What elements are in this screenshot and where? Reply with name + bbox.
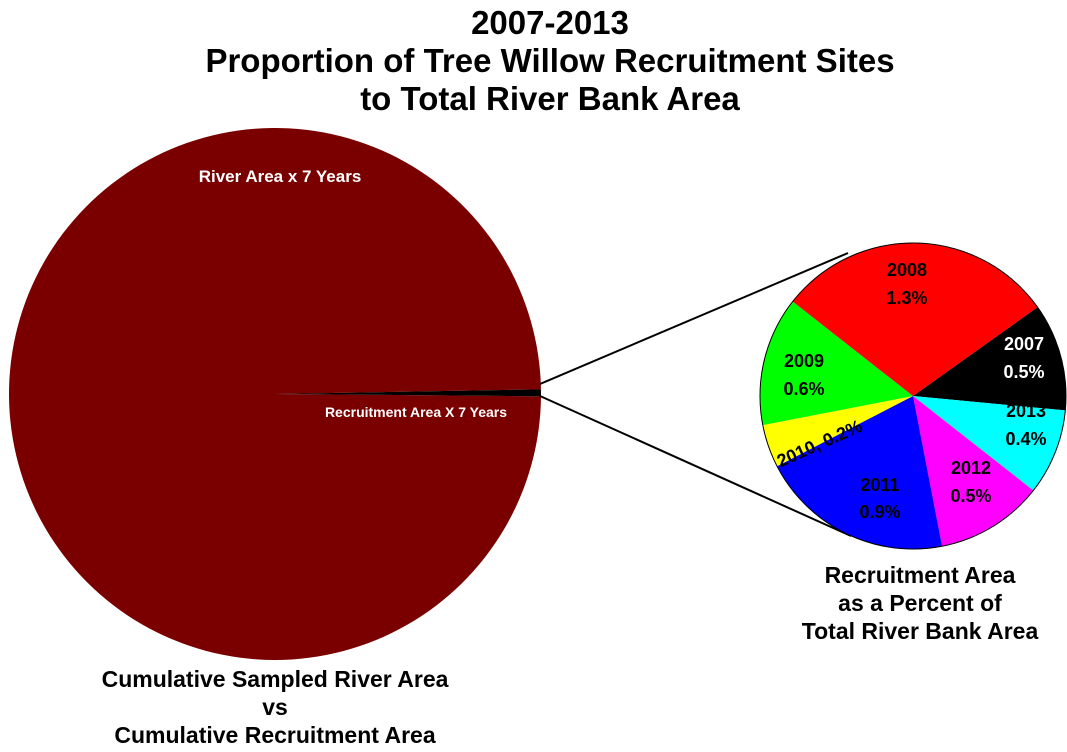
small-pie-label-value-2011: 0.9% (859, 502, 900, 522)
connector-line-lower (539, 395, 852, 537)
small-pie-slice-2012 (913, 396, 1034, 547)
small-pie-slice-2013 (913, 396, 1066, 491)
connector-line-upper (539, 252, 849, 385)
chart-title-line-2: Proportion of Tree Willow Recruitment Si… (205, 42, 895, 79)
small-pie-outline (759, 242, 1067, 550)
small-pie-label-year-2008: 2008 (887, 260, 927, 280)
small-pie-label-year-2009: 2009 (784, 351, 824, 371)
big-pie-slice-river-area (9, 127, 541, 660)
big-pie-caption-line-1: Cumulative Sampled River Area (101, 666, 449, 692)
small-pie-slice-2011 (777, 396, 943, 549)
small-pie-label-year-2011: 2011 (860, 475, 899, 495)
small-pie-slice-2010 (762, 396, 913, 467)
small-pie-slice-2007 (913, 307, 1067, 411)
big-pie-slice-recruitment-area (275, 389, 542, 397)
small-pie-label-year-2013: 2013 (1006, 401, 1046, 421)
small-pie-label-value-2008: 1.3% (886, 288, 927, 308)
small-pie-label-value-2012: 0.5% (950, 486, 991, 506)
small-pie-slice-2009 (760, 301, 913, 426)
small-pie-slice-2008 (792, 243, 1038, 396)
small-pie-label-year-2012: 2012 (951, 458, 991, 478)
small-pie-caption-line-3: Total River Bank Area (801, 618, 1039, 644)
small-pie-label-value-2013: 0.4% (1005, 429, 1046, 449)
big-pie-caption: Cumulative Sampled River Area vs Cumulat… (40, 665, 510, 749)
big-pie-caption-line-2: vs (262, 694, 288, 720)
small-pie-caption-line-1: Recruitment Area (824, 562, 1016, 588)
chart-title-line-3: to Total River Bank Area (360, 80, 740, 117)
small-pie-label-value-2009: 0.6% (783, 379, 824, 399)
small-pie-label-year-2007: 2007 (1004, 334, 1044, 354)
small-pie-label-value-2007: 0.5% (1003, 362, 1044, 382)
small-pie-caption-line-2: as a Percent of (838, 590, 1002, 616)
big-pie-label-recruitment-area: Recruitment Area X 7 Years (325, 404, 507, 420)
big-pie-caption-line-3: Cumulative Recruitment Area (114, 722, 436, 748)
chart-title-line-1: 2007-2013 (471, 4, 629, 41)
big-pie-label-river-area: River Area x 7 Years (199, 167, 362, 186)
small-pie-caption: Recruitment Area as a Percent of Total R… (760, 561, 1067, 645)
